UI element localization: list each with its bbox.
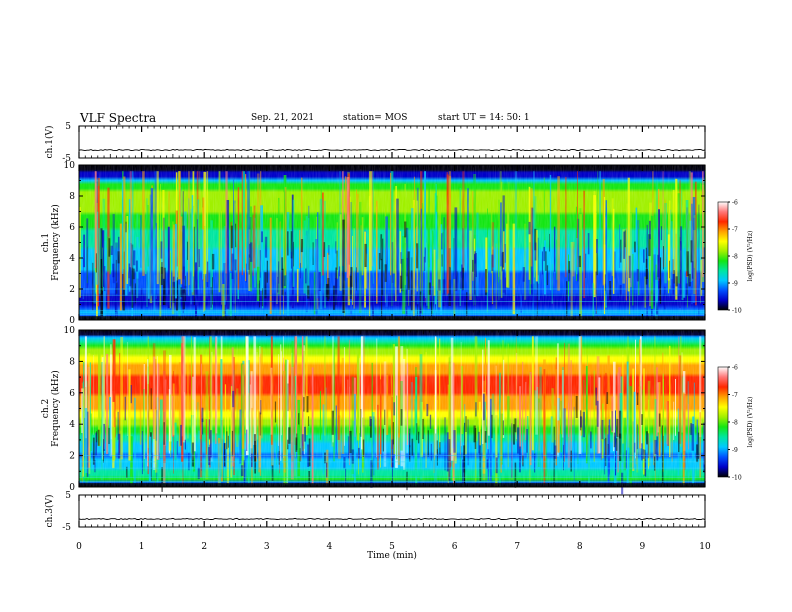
x-tick-label: 4 — [327, 542, 333, 552]
y-tick-label: -5 — [62, 523, 71, 533]
y-tick-label: 0 — [69, 316, 75, 326]
colorbar-tick-label: -9 — [732, 281, 738, 288]
y-tick-label: 8 — [69, 192, 75, 202]
y-tick-label: 8 — [69, 357, 75, 367]
spectrogram-3 — [79, 330, 706, 495]
y-tick-label: 5 — [65, 491, 71, 501]
date-label: Sep. 21, 2021 — [251, 113, 315, 123]
colorbar-label: log(PSD) (V²/Hz) — [747, 397, 754, 448]
colorbar-tick-label: -6 — [732, 365, 738, 372]
y-tick-label: 10 — [64, 161, 76, 171]
x-tick-label: 9 — [640, 542, 646, 552]
colorbar-2 — [717, 201, 729, 311]
y-tick-label: 6 — [69, 223, 75, 233]
colorbar-tick-label: -6 — [732, 200, 738, 207]
x-tick-label: 0 — [76, 542, 82, 552]
x-tick-label: 1 — [139, 542, 145, 552]
colorbar-tick-label: -8 — [732, 420, 738, 427]
y-tick-label: 5 — [65, 122, 71, 132]
colorbar-tick-label: -10 — [732, 475, 742, 482]
y-axis-label-frequency: Frequency (kHz) — [50, 204, 61, 281]
y-tick-label: -5 — [62, 154, 71, 164]
station-label: station= MOS — [343, 113, 408, 123]
x-tick-label: 3 — [264, 542, 270, 552]
colorbar-tick-label: -7 — [732, 392, 738, 399]
colorbar-tick-label: -10 — [732, 308, 742, 315]
y-tick-label: 4 — [69, 420, 75, 430]
y-tick-label: 4 — [69, 254, 75, 264]
y-tick-label: 6 — [69, 389, 75, 399]
colorbar-3 — [717, 366, 729, 478]
y-tick-label: 10 — [64, 326, 76, 336]
chart-title: VLF Spectra — [80, 111, 157, 125]
y-tick-label: 0 — [69, 483, 75, 493]
x-tick-label: 5 — [389, 542, 395, 552]
waveform-trace-1 — [78, 148, 706, 152]
x-tick-label: 7 — [514, 542, 520, 552]
spectrogram-2 — [79, 165, 706, 321]
waveform-trace-4 — [78, 517, 706, 521]
y-axis-label-ch3V: ch.3(V) — [44, 495, 55, 528]
start-time-label: start UT = 14: 50: 1 — [438, 113, 530, 123]
y-axis-label-frequency: Frequency (kHz) — [50, 370, 61, 447]
y-tick-label: 2 — [69, 452, 75, 462]
colorbar-tick-label: -9 — [732, 447, 738, 454]
colorbar-label: log(PSD) (V²/Hz) — [747, 231, 754, 282]
x-tick-label: 2 — [201, 542, 207, 552]
y-axis-label-ch1V: ch.1(V) — [44, 126, 55, 159]
x-axis-label: Time (min) — [367, 550, 417, 561]
colorbar-tick-label: -7 — [732, 227, 738, 234]
x-tick-label: 8 — [577, 542, 583, 552]
x-tick-label: 6 — [452, 542, 458, 552]
y-axis-label-channel: ch.2 — [41, 399, 51, 418]
y-axis-label-channel: ch.1 — [41, 233, 51, 252]
colorbar-tick-label: -8 — [732, 254, 738, 261]
y-tick-label: 2 — [69, 285, 75, 295]
x-tick-label: 10 — [699, 542, 711, 552]
